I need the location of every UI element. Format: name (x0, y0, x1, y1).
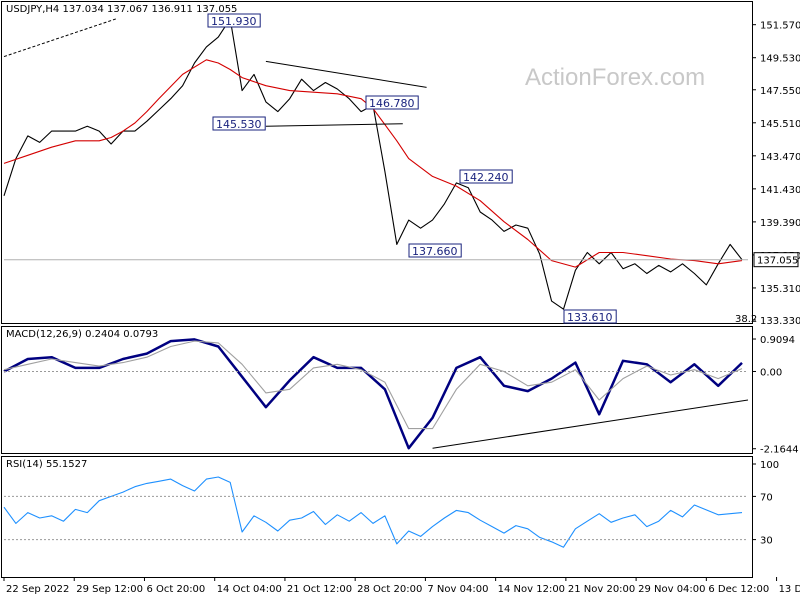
x-tick-label-9: 29 Nov 04:00 (638, 584, 705, 595)
pane0-ytick-label-2: 147.550 (760, 86, 800, 97)
price-annotation-box-4 (408, 243, 462, 258)
x-tick-label-8: 21 Nov 20:00 (568, 584, 635, 595)
price-annotation-label-2: 146.780 (369, 97, 415, 110)
pane0-ytick-label-1: 149.530 (760, 54, 800, 65)
pane0-ytick-label-5: 141.430 (760, 185, 800, 196)
rsi-pane-title: RSI(14) 55.1527 (6, 459, 88, 470)
price-pane-title: USDJPY,H4 137.034 137.067 136.911 137.05… (6, 4, 238, 15)
x-tick-label-1: 29 Sep 12:00 (76, 584, 143, 595)
pane1-ytick-label-2: -2.1644 (760, 445, 799, 456)
price-annotation-label-0: 151.930 (211, 15, 257, 28)
macd-pane-frame (1, 326, 753, 454)
price-annotation-label-3: 142.240 (463, 171, 509, 184)
price-pane-frame (1, 1, 753, 324)
pane1-series-line-1 (3, 340, 743, 430)
pane2-series-line-0 (3, 476, 743, 548)
pane1-ytick-label-0: 0.9094 (760, 335, 795, 346)
price-annotation-box-1 (212, 116, 266, 131)
chart-lines-layer (3, 18, 778, 581)
x-tick-label-3: 14 Oct 04:00 (217, 584, 282, 595)
macd-pane-title: MACD(12,26,9) 0.2404 0.0793 (6, 329, 159, 340)
pane0-ytick-label-8: 135.310 (760, 284, 800, 295)
last-price-box (753, 252, 799, 268)
pane0-ytick-label-3: 145.510 (760, 119, 800, 130)
trendline-macd-rising-support (432, 399, 749, 449)
pane2-ytick-label-0: 100 (760, 460, 779, 471)
pane2-ytick-label-1: 70 (760, 492, 773, 503)
x-tick-label-6: 7 Nov 04:00 (427, 584, 488, 595)
watermark: ActionForex.com (525, 64, 705, 91)
price-annotation-box-2 (365, 95, 419, 110)
x-tick-label-2: 6 Oct 20:00 (146, 584, 205, 595)
pane2-ytick-label-2: 30 (760, 536, 773, 547)
price-annotation-box-5 (563, 309, 617, 324)
rsi-pane-frame (1, 456, 753, 578)
pane0-ytick-label-4: 143.470 (760, 152, 800, 163)
pane0-ytick-label-9: 133.330 (760, 316, 800, 327)
price-annotation-box-0 (207, 13, 261, 28)
pane0-series-line-1 (3, 59, 743, 268)
price-annotation-label-5: 133.610 (567, 311, 613, 324)
x-tick-label-11: 13 Dec 20:00 (779, 584, 800, 595)
chart-text-layer: 151.570 149.530 147.550 145.510 143.470 141.4… (6, 13, 800, 595)
x-tick-label-4: 21 Oct 12:00 (287, 584, 352, 595)
trendline-triangle-lower (265, 123, 403, 127)
last-price-label: 137.055 (757, 256, 798, 267)
x-tick-label-0: 22 Sep 2022 (6, 584, 69, 595)
price-annotation-label-1: 145.530 (216, 118, 262, 131)
pane0-ytick-label-6: 139.390 (760, 218, 800, 229)
price-annotation-label-4: 137.660 (412, 245, 458, 258)
price-annotation-box-3 (459, 169, 513, 184)
pane0-ytick-label-0: 151.570 (760, 21, 800, 32)
x-tick-label-10: 6 Dec 12:00 (708, 584, 769, 595)
x-tick-label-7: 14 Nov 12:00 (498, 584, 565, 595)
pane1-series-line-0 (3, 338, 743, 450)
pane1-ytick-label-1: 0.00 (760, 367, 782, 378)
x-tick-label-5: 28 Oct 20:00 (357, 584, 422, 595)
fib-label-38-2: 38.2 (735, 314, 757, 325)
trendline-triangle-upper (265, 60, 427, 88)
